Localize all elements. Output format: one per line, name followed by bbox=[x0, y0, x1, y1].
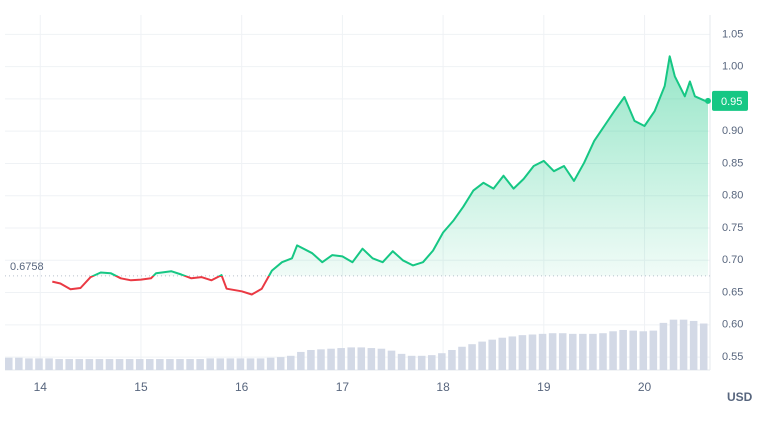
volume-bar bbox=[45, 358, 53, 370]
x-tick-label: 17 bbox=[336, 380, 350, 394]
volume-bar bbox=[417, 355, 426, 370]
volume-bar bbox=[347, 347, 355, 370]
volume-bar bbox=[387, 350, 396, 370]
y-tick-label: 0.60 bbox=[722, 319, 743, 331]
volume-bar bbox=[528, 334, 537, 370]
volume-bar bbox=[287, 355, 295, 370]
volume-bar bbox=[166, 359, 174, 370]
volume-bar bbox=[659, 322, 668, 370]
price-line bbox=[52, 55, 708, 296]
y-tick-label: 0.65 bbox=[722, 286, 743, 298]
volume-bar bbox=[518, 335, 527, 370]
area bbox=[93, 56, 708, 276]
volume-bar bbox=[448, 349, 456, 370]
volume-bar bbox=[135, 359, 144, 370]
volume-bar bbox=[55, 359, 63, 370]
x-tick-label: 19 bbox=[537, 380, 551, 394]
volume-bar bbox=[488, 339, 496, 370]
y-tick-label: 0.75 bbox=[722, 222, 743, 234]
volume-bar bbox=[25, 358, 33, 370]
x-tick-label: 14 bbox=[34, 380, 48, 394]
volume-bar bbox=[407, 355, 416, 370]
y-tick-label: 0.90 bbox=[722, 125, 743, 137]
volume-bar bbox=[156, 359, 164, 370]
y-tick-label: 1.05 bbox=[722, 28, 743, 40]
volume-bar bbox=[125, 359, 134, 370]
volume-bar bbox=[307, 349, 315, 370]
x-tick-label: 16 bbox=[235, 380, 249, 394]
price-tag bbox=[712, 90, 748, 111]
volume-bar bbox=[498, 337, 507, 370]
volume-bar bbox=[236, 358, 245, 370]
volume-bar bbox=[367, 348, 376, 370]
volume-bar bbox=[266, 357, 275, 370]
volume-bar bbox=[246, 358, 255, 370]
volume-bar bbox=[468, 344, 476, 370]
volume-bar bbox=[75, 359, 84, 370]
volume-bar bbox=[689, 320, 698, 370]
volume-bar bbox=[146, 359, 154, 370]
volume-bar bbox=[699, 323, 708, 370]
volume-bar bbox=[619, 329, 627, 370]
volume-bar bbox=[85, 359, 94, 370]
volume-bar bbox=[297, 351, 305, 370]
y-tick-label: 0.85 bbox=[722, 157, 743, 169]
last-point bbox=[704, 97, 711, 104]
volume-bar bbox=[65, 359, 73, 370]
volume-bar bbox=[679, 319, 688, 370]
x-tick-label: 18 bbox=[436, 380, 450, 394]
volume-bar bbox=[589, 333, 597, 370]
volume-bar bbox=[115, 359, 124, 370]
volume-bar bbox=[579, 333, 587, 370]
volume-bar bbox=[438, 353, 446, 370]
volume-bar bbox=[186, 359, 194, 370]
x-tick-label: 20 bbox=[638, 380, 652, 394]
y-tick-label: 0.80 bbox=[722, 190, 743, 202]
volume-bar bbox=[609, 331, 617, 370]
y-tick-label: 1.00 bbox=[722, 61, 743, 73]
volume-bar bbox=[558, 333, 567, 370]
volume-bar bbox=[196, 359, 204, 370]
volume-bar bbox=[639, 331, 648, 370]
volume-bar bbox=[327, 348, 335, 370]
volume-bar bbox=[428, 355, 436, 370]
volume-bar bbox=[95, 359, 104, 370]
volume-bar bbox=[216, 358, 225, 370]
volume-bar bbox=[357, 347, 366, 370]
y-tick-label: 0.55 bbox=[722, 351, 743, 363]
baseline-label: 0.6758 bbox=[10, 261, 44, 273]
volume-bar bbox=[105, 359, 114, 370]
volume-bar bbox=[458, 346, 466, 370]
volume-bar bbox=[629, 330, 637, 370]
volume-bar bbox=[176, 359, 184, 370]
y-unit: USD bbox=[727, 390, 753, 404]
volume-bar bbox=[256, 358, 265, 370]
volume-bar bbox=[397, 353, 406, 370]
volume-bar bbox=[5, 357, 13, 370]
volume-bar bbox=[317, 349, 325, 370]
volume-bar bbox=[669, 319, 678, 370]
volume-bar bbox=[15, 357, 23, 370]
volume-bar bbox=[276, 357, 285, 370]
volume-bar bbox=[508, 336, 517, 370]
volume-bar bbox=[35, 358, 43, 370]
volume-bar bbox=[226, 358, 235, 370]
volume-bar bbox=[538, 333, 547, 370]
volume-bar bbox=[478, 341, 486, 370]
price-tag-label: 0.95 bbox=[721, 96, 742, 108]
volume-bar bbox=[377, 348, 386, 370]
volume-bar bbox=[569, 333, 577, 370]
y-tick-label: 0.70 bbox=[722, 254, 743, 266]
volume-bar bbox=[337, 348, 345, 370]
volume-bar bbox=[548, 333, 557, 370]
volume-bar bbox=[649, 330, 658, 370]
volume-bar bbox=[599, 333, 607, 370]
volume-bar bbox=[206, 358, 214, 370]
x-tick-label: 15 bbox=[134, 380, 148, 394]
